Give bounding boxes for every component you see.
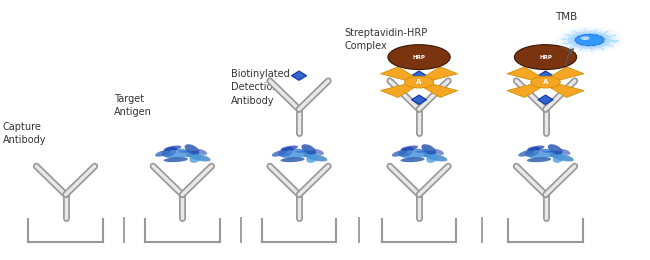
Ellipse shape (165, 151, 200, 158)
Ellipse shape (280, 157, 305, 162)
Ellipse shape (162, 147, 177, 157)
Ellipse shape (272, 150, 287, 157)
Ellipse shape (174, 148, 191, 153)
Ellipse shape (155, 150, 170, 157)
Circle shape (388, 45, 450, 69)
Ellipse shape (423, 153, 447, 161)
Ellipse shape (525, 147, 540, 157)
Ellipse shape (527, 146, 545, 151)
Polygon shape (543, 67, 584, 83)
Text: A: A (417, 79, 422, 85)
Polygon shape (417, 67, 458, 83)
Ellipse shape (185, 144, 200, 154)
Text: TMB: TMB (555, 12, 577, 22)
Polygon shape (507, 67, 548, 83)
Polygon shape (291, 71, 307, 80)
Polygon shape (538, 95, 553, 105)
Ellipse shape (313, 149, 324, 155)
Ellipse shape (537, 148, 554, 153)
Polygon shape (507, 81, 548, 98)
Ellipse shape (402, 151, 436, 158)
Polygon shape (543, 81, 584, 98)
Ellipse shape (518, 150, 534, 157)
Text: Target
Antigen: Target Antigen (114, 94, 152, 117)
Ellipse shape (164, 146, 181, 151)
Circle shape (556, 27, 623, 54)
Ellipse shape (282, 151, 316, 158)
Ellipse shape (398, 147, 413, 157)
Ellipse shape (279, 147, 294, 157)
Text: Biotinylated
Detection
Antibody: Biotinylated Detection Antibody (231, 69, 290, 106)
Polygon shape (411, 95, 426, 105)
Ellipse shape (281, 146, 298, 151)
Ellipse shape (421, 144, 436, 154)
Polygon shape (538, 71, 553, 80)
Ellipse shape (303, 153, 328, 161)
Ellipse shape (400, 157, 424, 162)
Text: Streptavidin-HRP
Complex: Streptavidin-HRP Complex (344, 28, 428, 51)
Polygon shape (417, 81, 458, 98)
Circle shape (514, 45, 577, 69)
Ellipse shape (410, 148, 428, 153)
Ellipse shape (527, 157, 551, 162)
Ellipse shape (190, 154, 201, 163)
Circle shape (404, 76, 434, 88)
Ellipse shape (548, 144, 563, 154)
Ellipse shape (528, 151, 562, 158)
Polygon shape (380, 81, 422, 98)
Text: HRP: HRP (413, 55, 426, 60)
Text: Capture
Antibody: Capture Antibody (3, 122, 46, 145)
Ellipse shape (392, 150, 408, 157)
Ellipse shape (291, 148, 307, 153)
Ellipse shape (306, 154, 318, 163)
Circle shape (575, 34, 604, 46)
Ellipse shape (433, 149, 444, 155)
Ellipse shape (560, 149, 571, 155)
Ellipse shape (400, 146, 418, 151)
Text: A: A (543, 79, 548, 85)
Circle shape (562, 29, 617, 51)
Circle shape (580, 36, 590, 40)
Polygon shape (411, 71, 426, 80)
Ellipse shape (552, 154, 564, 163)
Ellipse shape (164, 157, 188, 162)
Ellipse shape (187, 153, 211, 161)
Circle shape (531, 76, 560, 88)
Polygon shape (380, 67, 422, 83)
Circle shape (573, 33, 606, 47)
Ellipse shape (302, 144, 316, 154)
Ellipse shape (196, 149, 207, 155)
Ellipse shape (426, 154, 438, 163)
Text: HRP: HRP (539, 55, 552, 60)
Ellipse shape (550, 153, 574, 161)
Circle shape (567, 31, 612, 49)
